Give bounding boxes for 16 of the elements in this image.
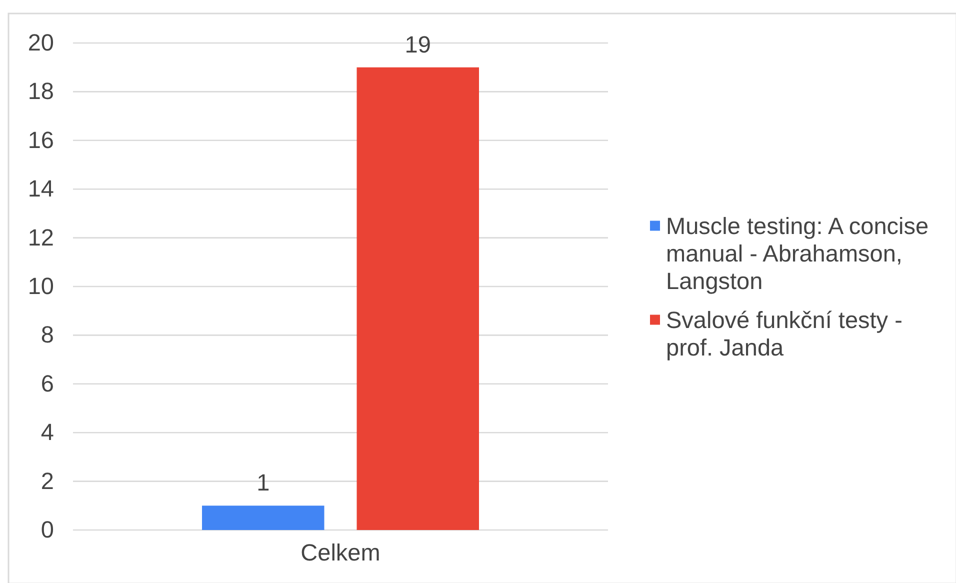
y-tick-label: 14 bbox=[28, 176, 54, 202]
data-label: 19 bbox=[404, 31, 431, 58]
y-tick-label: 18 bbox=[28, 78, 54, 104]
y-tick-label: 4 bbox=[40, 419, 54, 446]
y-tick-label: 16 bbox=[28, 126, 54, 153]
legend-label: Muscle testing: A concise manual - Abrahamson, Langston bbox=[666, 212, 929, 294]
y-tick-label: 6 bbox=[40, 370, 54, 396]
data-label: 1 bbox=[256, 470, 270, 496]
x-tick-label: Celkem bbox=[300, 540, 380, 566]
y-tick-label: 0 bbox=[40, 516, 54, 543]
legend-label: Svalové funkční testy - prof. Janda bbox=[666, 306, 902, 360]
y-tick-label: 10 bbox=[28, 273, 54, 300]
y-tick-label: 8 bbox=[40, 322, 54, 348]
y-tick-label: 20 bbox=[28, 30, 54, 56]
y-tick-label: 12 bbox=[28, 224, 54, 250]
y-tick-label: 2 bbox=[40, 468, 54, 494]
